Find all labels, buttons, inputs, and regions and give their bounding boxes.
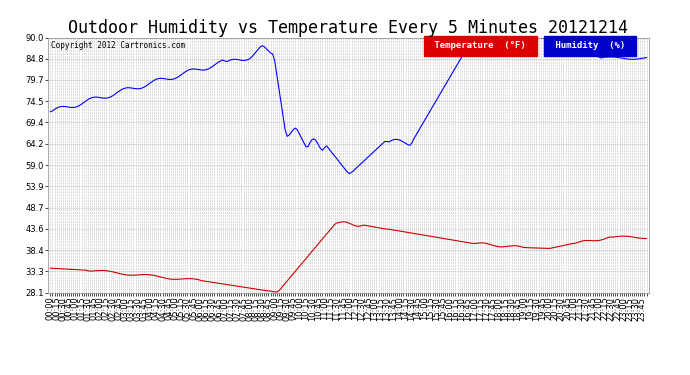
Title: Outdoor Humidity vs Temperature Every 5 Minutes 20121214: Outdoor Humidity vs Temperature Every 5 … [68,20,629,38]
Text: Temperature  (°F): Temperature (°F) [429,41,531,50]
Text: Humidity  (%): Humidity (%) [549,41,630,50]
Text: Copyright 2012 Cartronics.com: Copyright 2012 Cartronics.com [51,41,186,50]
